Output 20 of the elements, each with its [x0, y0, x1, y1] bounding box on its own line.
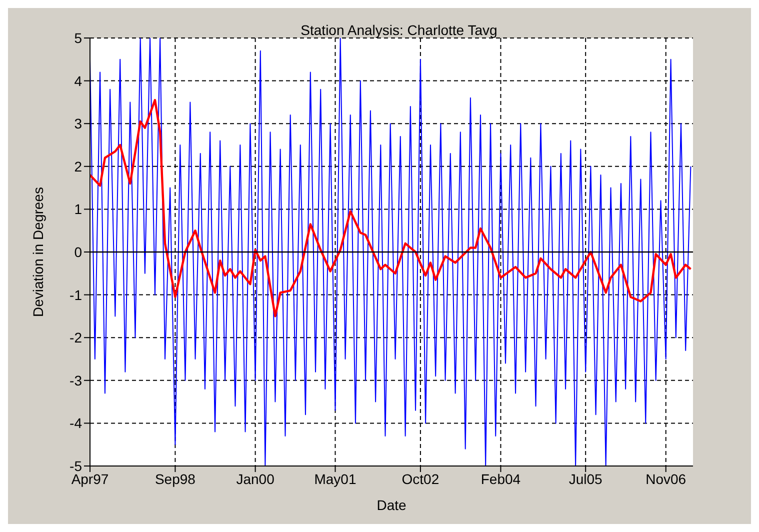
x-tick-label: Oct02 [402, 470, 440, 487]
y-axis-title: Deviation in Degrees [30, 187, 46, 317]
y-tick-label: 4 [74, 72, 82, 89]
y-tick-label: 1 [74, 201, 82, 218]
y-tick-label: 3 [74, 116, 82, 132]
y-tick-label: -1 [70, 286, 82, 303]
x-tick-label: Feb04 [480, 470, 521, 487]
x-tick-label: Nov06 [646, 470, 686, 487]
x-tick-label: Sep98 [154, 470, 196, 487]
x-tick-label: May01 [314, 470, 356, 487]
y-tick-label: -2 [70, 330, 82, 346]
x-tick-label: Jul05 [568, 470, 603, 487]
y-tick-label: 0 [74, 244, 82, 260]
chart-title: Station Analysis: Charlotte Tavg [300, 22, 498, 38]
x-tick-label: Jan00 [236, 470, 275, 487]
y-tick-label: 5 [74, 30, 82, 46]
y-tick-label: -3 [70, 372, 82, 388]
x-axis-title: Date [376, 497, 406, 513]
y-tick-label: 2 [74, 158, 82, 174]
y-tick-label: -4 [70, 415, 82, 432]
